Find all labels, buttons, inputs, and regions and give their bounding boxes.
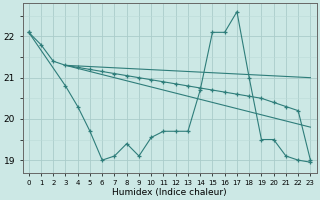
X-axis label: Humidex (Indice chaleur): Humidex (Indice chaleur)	[112, 188, 227, 197]
